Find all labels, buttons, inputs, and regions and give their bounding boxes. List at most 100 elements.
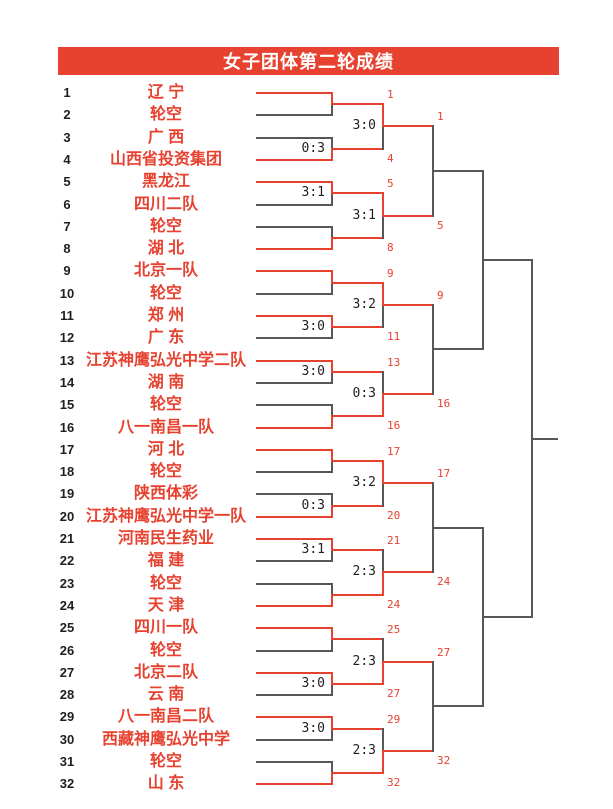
team-name: 轮空 [149,463,182,481]
bracket-connector [331,772,333,786]
match-score: 2:3 [303,653,378,669]
round1-winner-line [331,459,384,462]
bracket-connector [331,181,333,195]
round1-winner-line [331,236,384,239]
bracket-connector [331,538,333,552]
match-score-value: 2:3 [350,742,378,758]
seed-number: 13 [59,352,75,368]
match-score: 3:0 [303,118,378,134]
seed-number: 2 [63,107,71,123]
team-name: 八一南昌一队 [117,418,214,436]
team-name: 轮空 [149,574,182,592]
match-score-value: 3:0 [299,720,327,736]
team-name: 山 东 [147,775,185,793]
team-name: 郑 州 [147,307,185,324]
team-line [256,248,333,251]
team-line [256,627,333,630]
team-line [256,114,333,117]
match-score-value: 3:0 [350,118,378,134]
match-score: 3:2 [303,475,378,491]
round2-winner-line [382,660,434,663]
team-line [256,738,333,741]
seed-number: 12 [59,330,75,346]
quarterfinal-line [432,348,484,351]
advancing-seed-label: 9 [387,266,394,280]
team-name: 河南民生药业 [117,530,214,547]
team-name: 广 东 [147,329,185,347]
seed-number: 22 [59,553,75,569]
bracket-connector [382,549,384,574]
advancing-seed-label: 17 [387,444,401,458]
advancing-seed-label: 16 [387,419,401,433]
team-name: 辽 宁 [147,84,185,101]
bracket-connector [331,627,333,641]
advancing-seed-label: 24 [387,597,401,611]
seed-number: 25 [59,620,75,636]
bracket-connector [331,326,333,340]
advancing-seed-label: 5 [387,177,394,191]
semifinal-line [482,616,533,619]
round2-winner-line [382,571,434,574]
seed-number: 20 [59,508,75,524]
seed-number: 7 [63,218,71,234]
bracket-connector [331,727,333,741]
match-score-value: 3:1 [350,207,378,223]
team-name: 北京一队 [133,262,198,280]
match-score-value: 3:1 [299,542,327,558]
team-name: 八一南昌二队 [117,708,214,726]
round1-winner-line [331,103,384,106]
match-score-value: 0:3 [350,386,378,402]
seed-number: 10 [59,285,75,301]
match-score: 3:1 [252,185,327,201]
team-line [256,515,333,518]
match-score: 3:0 [252,319,327,335]
round1-winner-line [331,504,384,507]
team-line [256,493,333,496]
match-score: 0:3 [252,140,327,156]
advancing-seed-label: 13 [387,355,401,369]
round1-winner-line [331,147,384,150]
team-name: 湖 北 [147,240,185,258]
round1-winner-line [331,682,384,685]
advancing-seed-label: 21 [387,534,401,548]
team-line [256,359,333,362]
advancing-seed-label: 27 [437,645,451,659]
team-line [256,694,333,697]
bracket-connector [331,404,333,418]
seed-number: 17 [59,441,75,457]
match-score-value: 2:3 [350,564,378,580]
match-score: 3:0 [252,675,327,691]
bracket-connector [331,103,333,117]
seed-number: 32 [59,776,75,792]
team-line [256,136,333,139]
seed-number: 31 [59,754,75,769]
team-line [256,604,333,607]
bracket-connector [331,593,333,607]
round1-winner-line [331,281,384,284]
round2-winner-line [382,214,434,217]
round1-winner-line [331,192,384,195]
advancing-seed-label: 8 [387,240,394,254]
seed-number: 29 [59,709,75,725]
team-name: 陕西体彩 [133,485,198,503]
team-name: 轮空 [149,217,182,235]
team-line [256,761,333,763]
advancing-seed-label: 24 [437,575,451,589]
advancing-seed-label: 32 [387,776,401,790]
bracket-connector [331,315,333,329]
team-line [256,181,333,184]
match-score: 3:0 [252,363,327,379]
bracket-connector [382,727,384,752]
team-line [256,716,333,719]
bracket-connector [331,147,333,161]
seed-number: 3 [63,129,71,145]
advancing-seed-label: 4 [387,151,394,165]
match-score-value: 3:1 [299,185,327,201]
seed-number: 9 [63,263,71,279]
match-score-value: 3:0 [299,363,327,379]
bracket-connector [331,92,333,106]
seed-number: 21 [59,531,75,546]
match-score: 0:3 [252,497,327,513]
round1-winner-line [331,415,384,418]
